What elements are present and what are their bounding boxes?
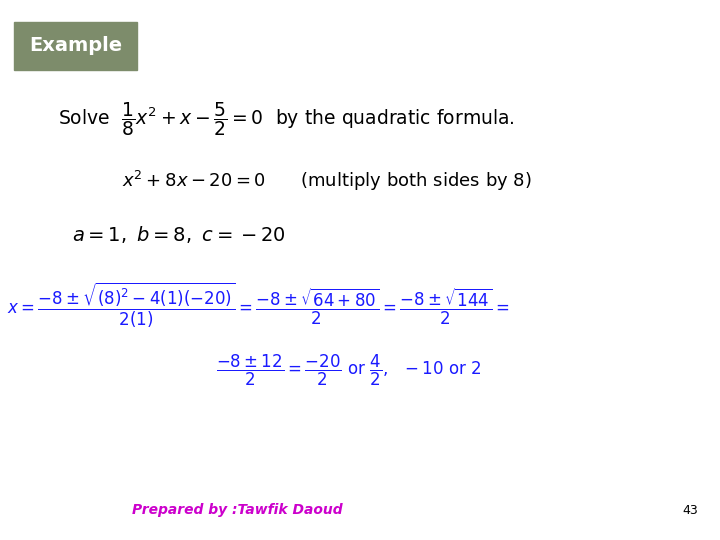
Text: $x^2 + 8x - 20 = 0\qquad \mathrm{(multiply\ both\ sides\ by\ 8)}$: $x^2 + 8x - 20 = 0\qquad \mathrm{(multip…	[122, 169, 532, 193]
Text: 43: 43	[683, 504, 698, 517]
FancyBboxPatch shape	[14, 22, 137, 70]
Text: $\dfrac{-8 \pm 12}{2} = \dfrac{-20}{2}\ \mathrm{or}\ \dfrac{4}{2},\ \ -10\ \math: $\dfrac{-8 \pm 12}{2} = \dfrac{-20}{2}\ …	[216, 352, 482, 388]
Text: Example: Example	[29, 36, 122, 56]
Text: $\mathrm{Solve}\ \ \dfrac{1}{8}x^2 + x - \dfrac{5}{2} = 0\ \ \mathrm{by\ the\ qu: $\mathrm{Solve}\ \ \dfrac{1}{8}x^2 + x -…	[58, 100, 515, 138]
Text: $a = 1,\ b = 8,\ c = -20$: $a = 1,\ b = 8,\ c = -20$	[72, 225, 286, 245]
Text: Prepared by :Tawfik Daoud: Prepared by :Tawfik Daoud	[132, 503, 343, 517]
Text: $x = \dfrac{-8 \pm \sqrt{(8)^2 - 4(1)(-20)}}{2(1)} = \dfrac{-8 \pm \sqrt{64+80}}: $x = \dfrac{-8 \pm \sqrt{(8)^2 - 4(1)(-2…	[7, 280, 510, 330]
